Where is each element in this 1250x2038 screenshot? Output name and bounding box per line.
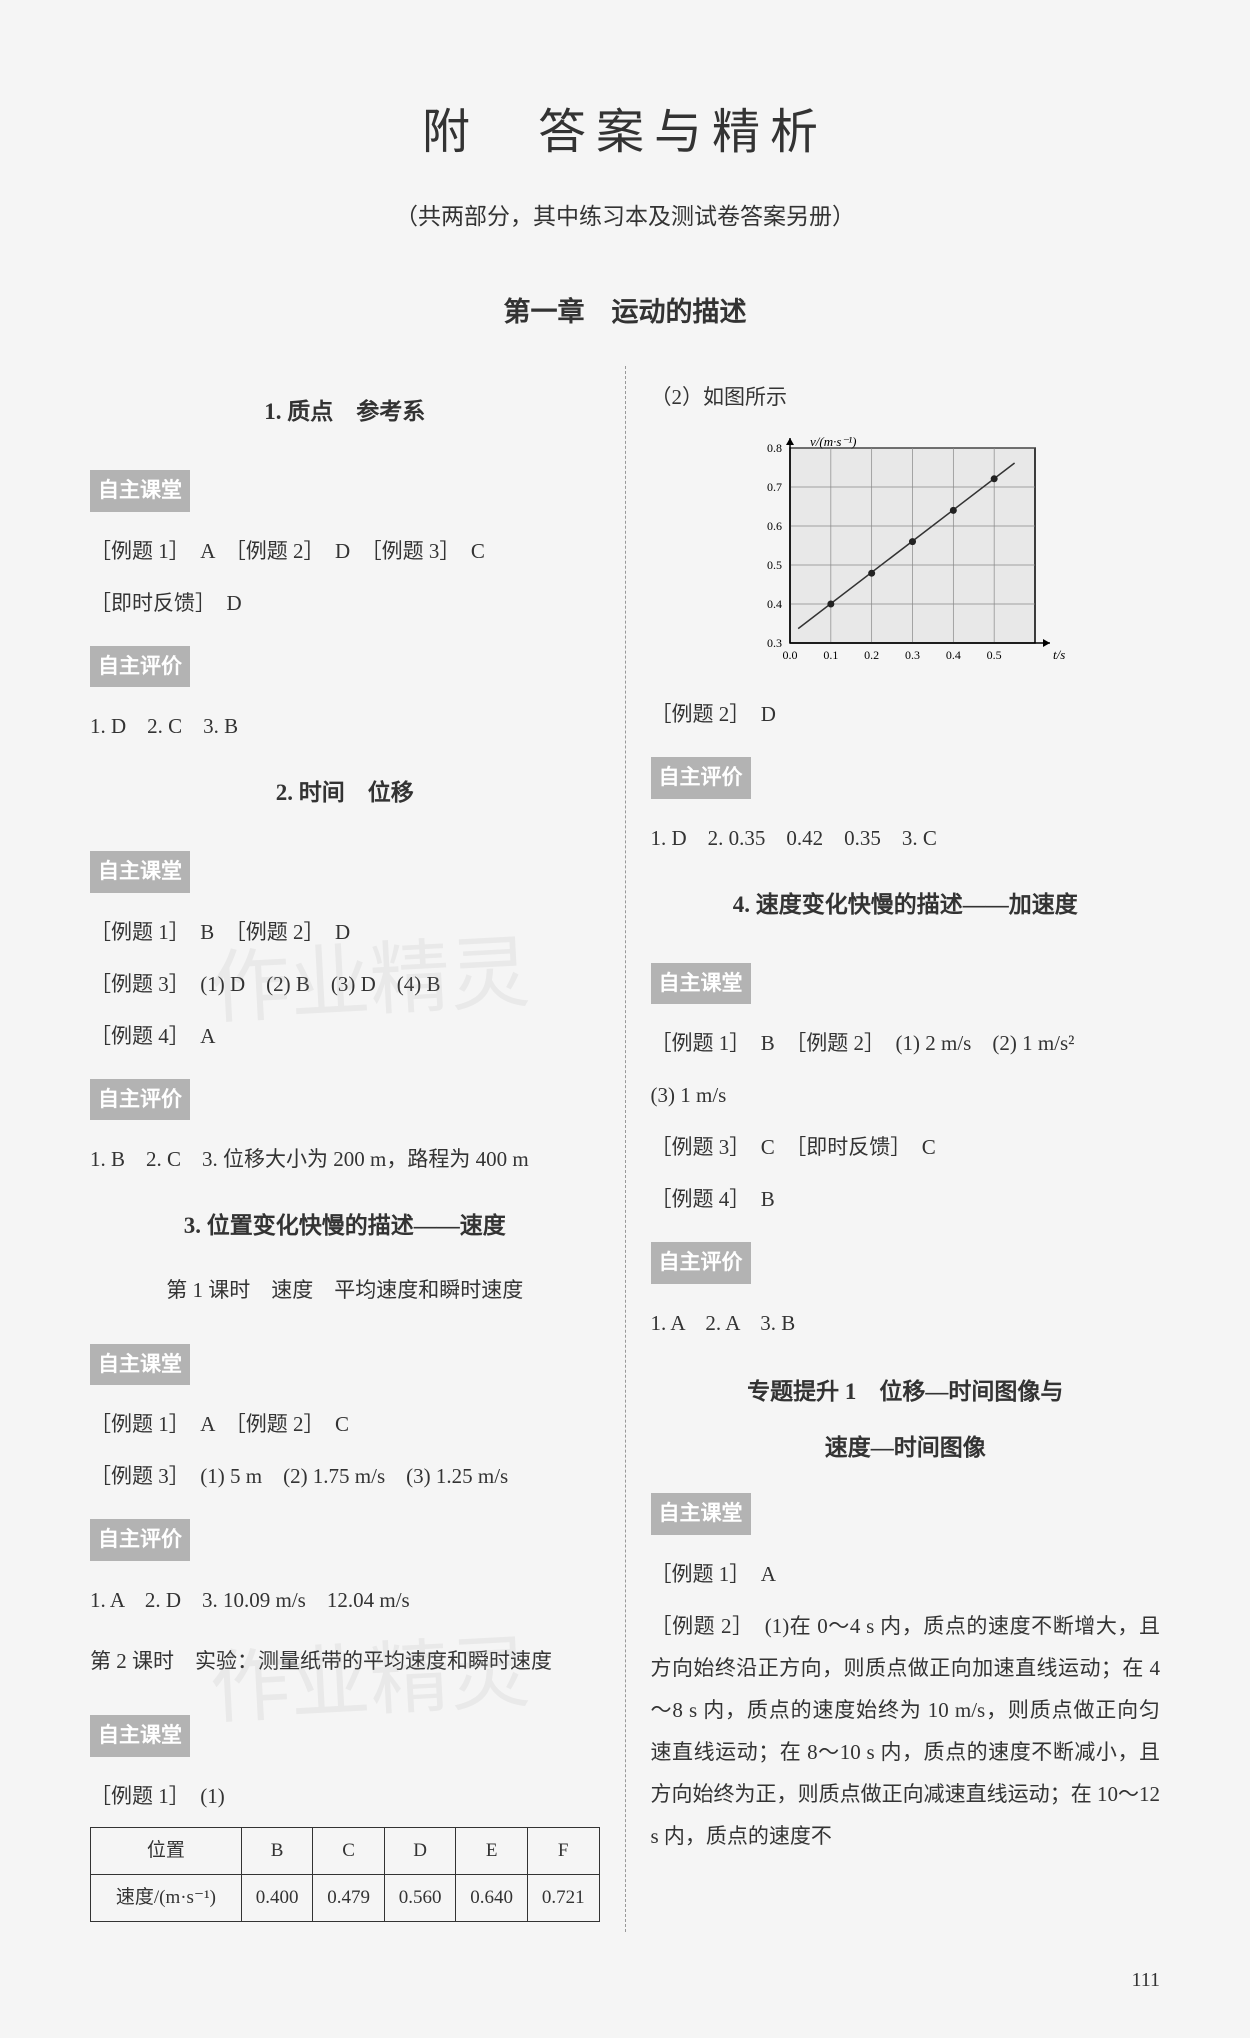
answer-line: 1. D 2. 0.35 0.42 0.35 3. C xyxy=(651,817,1161,859)
tag-zizhu-ketang: 自主课堂 xyxy=(90,470,190,512)
answer-line: ［例题 4］ B xyxy=(651,1178,1161,1220)
svg-text:0.0: 0.0 xyxy=(783,648,798,662)
table-header-cell: C xyxy=(313,1827,385,1874)
page: 作业精灵 作业精灵 附 答案与精析 （共两部分，其中练习本及测试卷答案另册） 第… xyxy=(90,90,1160,1998)
table-header-cell: E xyxy=(456,1827,528,1874)
svg-text:0.8: 0.8 xyxy=(767,441,782,455)
graph-intro: （2）如图所示 xyxy=(651,376,1161,418)
answer-line: 1. D 2. C 3. B xyxy=(90,705,600,747)
section-2-title: 2. 时间 位移 xyxy=(90,772,600,813)
table-data-row: 速度/(m·s⁻¹)0.4000.4790.5600.6400.721 xyxy=(91,1874,600,1921)
table-cell: 0.479 xyxy=(313,1874,385,1921)
section-4-title: 4. 速度变化快慢的描述——加速度 xyxy=(651,884,1161,925)
table-header-row: 位置BCDEF xyxy=(91,1827,600,1874)
main-title: 附 答案与精析 xyxy=(90,90,1160,176)
lesson-1-title: 第 1 课时 速度 平均速度和瞬时速度 xyxy=(90,1272,600,1310)
table-cell: 0.721 xyxy=(527,1874,599,1921)
tag-zizhu-pingjia: 自主评价 xyxy=(90,646,190,688)
answer-line: ［即时反馈］ D xyxy=(90,582,600,624)
answer-line: ［例题 4］ A xyxy=(90,1015,600,1057)
svg-text:0.1: 0.1 xyxy=(824,648,839,662)
table-header-cell: F xyxy=(527,1827,599,1874)
answer-line: 1. A 2. D 3. 10.09 m/s 12.04 m/s xyxy=(90,1579,600,1621)
tag-zizhu-ketang: 自主课堂 xyxy=(90,1344,190,1386)
left-column: 1. 质点 参考系 自主课堂 ［例题 1］ A ［例题 2］ D ［例题 3］ … xyxy=(90,366,625,1932)
chart-svg: 0.0 0.1 0.2 0.3 0.4 0.5 0.3 0.4 0.5 0.6 0.7 0.8 v/(m… xyxy=(735,428,1075,678)
tag-zizhu-ketang: 自主课堂 xyxy=(651,963,751,1005)
svg-text:0.4: 0.4 xyxy=(946,648,961,662)
lesson-2-title: 第 2 课时 实验：测量纸带的平均速度和瞬时速度 xyxy=(90,1643,600,1681)
table-header-cell: D xyxy=(384,1827,456,1874)
answer-line: (3) 1 m/s xyxy=(651,1074,1161,1116)
answer-line: ［例题 3］ (1) D (2) B (3) D (4) B xyxy=(90,963,600,1005)
table-header-cell: 位置 xyxy=(91,1827,242,1874)
table-cell: 0.560 xyxy=(384,1874,456,1921)
tag-zizhu-pingjia: 自主评价 xyxy=(651,1242,751,1284)
svg-text:0.4: 0.4 xyxy=(767,597,782,611)
answer-line: 1. A 2. A 3. B xyxy=(651,1302,1161,1344)
answer-line: ［例题 3］ C ［即时反馈］ C xyxy=(651,1126,1161,1168)
tag-zizhu-ketang: 自主课堂 xyxy=(90,851,190,893)
svg-text:0.7: 0.7 xyxy=(767,480,782,494)
answer-line: ［例题 1］ A ［例题 2］ D ［例题 3］ C xyxy=(90,530,600,572)
answer-line: ［例题 3］ (1) 5 m (2) 1.75 m/s (3) 1.25 m/s xyxy=(90,1455,600,1497)
topic-title-line2: 速度—时间图像 xyxy=(651,1425,1161,1471)
svg-text:0.5: 0.5 xyxy=(987,648,1002,662)
answer-line: ［例题 1］ A xyxy=(651,1553,1161,1595)
tag-zizhu-ketang: 自主课堂 xyxy=(651,1493,751,1535)
answer-line: ［例题 1］ (1) xyxy=(90,1775,600,1817)
answer-line: 1. B 2. C 3. 位移大小为 200 m，路程为 400 m xyxy=(90,1138,600,1180)
subtitle: （共两部分，其中练习本及测试卷答案另册） xyxy=(90,196,1160,237)
answer-line: ［例题 1］ A ［例题 2］ C xyxy=(90,1403,600,1445)
tag-zizhu-pingjia: 自主评价 xyxy=(90,1519,190,1561)
svg-text:0.3: 0.3 xyxy=(767,636,782,650)
svg-text:t/s: t/s xyxy=(1053,647,1065,662)
svg-text:0.6: 0.6 xyxy=(767,519,782,533)
svg-text:0.3: 0.3 xyxy=(905,648,920,662)
tag-zizhu-ketang: 自主课堂 xyxy=(90,1715,190,1757)
topic-title-line1: 专题提升 1 位移—时间图像与 xyxy=(651,1369,1161,1415)
tag-zizhu-pingjia: 自主评价 xyxy=(90,1079,190,1121)
table-cell: 0.400 xyxy=(241,1874,313,1921)
velocity-time-chart: 0.0 0.1 0.2 0.3 0.4 0.5 0.3 0.4 0.5 0.6 0.7 0.8 v/(m… xyxy=(651,428,1161,678)
section-3-title: 3. 位置变化快慢的描述——速度 xyxy=(90,1205,600,1246)
table-row-label: 速度/(m·s⁻¹) xyxy=(91,1874,242,1921)
answer-line: ［例题 1］ B ［例题 2］ (1) 2 m/s (2) 1 m/s² xyxy=(651,1022,1161,1064)
svg-text:v/(m·s⁻¹): v/(m·s⁻¹) xyxy=(810,434,857,449)
table-cell: 0.640 xyxy=(456,1874,528,1921)
svg-text:0.2: 0.2 xyxy=(864,648,879,662)
right-column: （2）如图所示 0.00.10.20.30.40.50.30.40.50.60.… xyxy=(626,366,1161,1932)
svg-text:0.5: 0.5 xyxy=(767,558,782,572)
table-header-cell: B xyxy=(241,1827,313,1874)
section-1-title: 1. 质点 参考系 xyxy=(90,391,600,432)
tag-zizhu-pingjia: 自主评价 xyxy=(651,757,751,799)
chapter-title: 第一章 运动的描述 xyxy=(90,288,1160,337)
velocity-table: 位置BCDEF 速度/(m·s⁻¹)0.4000.4790.5600.6400.… xyxy=(90,1827,600,1922)
answer-line: ［例题 2］ D xyxy=(651,693,1161,735)
explanation-paragraph: ［例题 2］ (1)在 0～4 s 内，质点的速度不断增大，且方向始终沿正方向，… xyxy=(651,1605,1161,1857)
two-column-layout: 1. 质点 参考系 自主课堂 ［例题 1］ A ［例题 2］ D ［例题 3］ … xyxy=(90,366,1160,1932)
answer-line: ［例题 1］ B ［例题 2］ D xyxy=(90,911,600,953)
page-number: 111 xyxy=(90,1962,1160,1998)
